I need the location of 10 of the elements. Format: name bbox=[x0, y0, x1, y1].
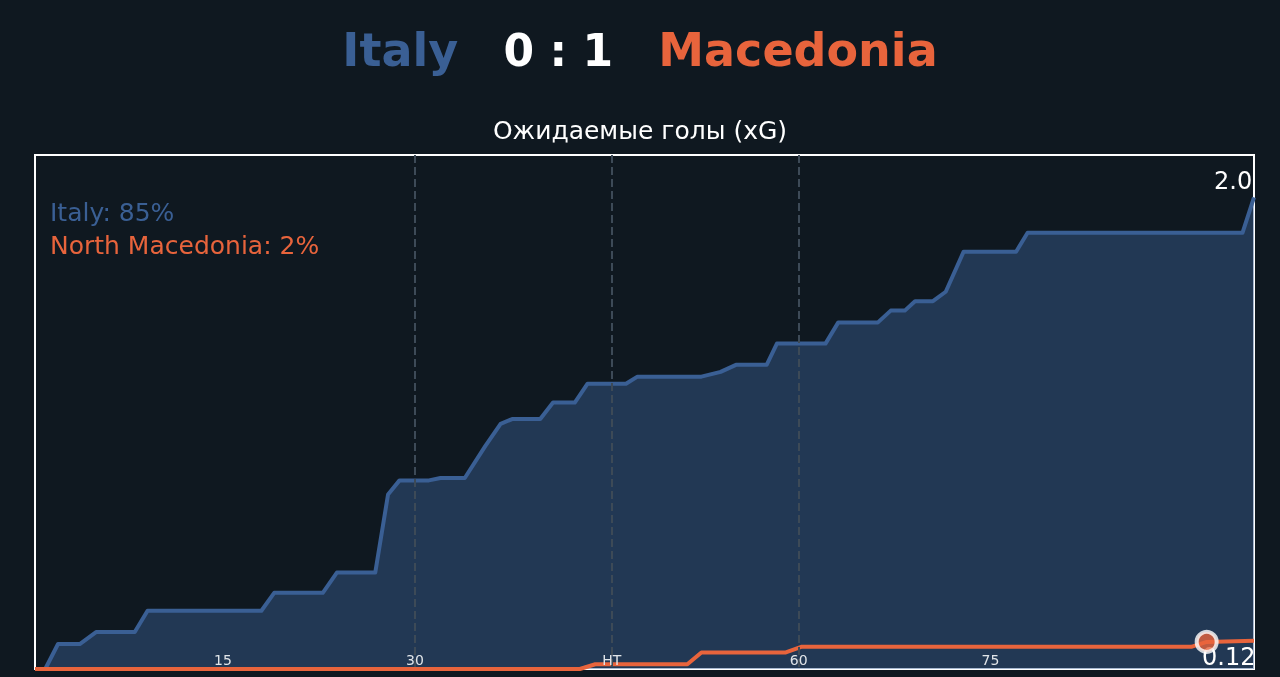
chart-subtitle: Ожидаемые голы (xG) bbox=[492, 116, 788, 145]
text: Italy: 85% bbox=[50, 198, 175, 227]
data-label: 0.12 bbox=[1202, 642, 1256, 671]
chart-title: Italy 0 : 1 Macedonia bbox=[342, 23, 938, 77]
x-tick-label: 75 bbox=[981, 652, 1000, 668]
x-tick-label: 60 bbox=[789, 652, 808, 668]
x-tick-label: 15 bbox=[214, 652, 232, 668]
text: North Macedonia: 2% bbox=[50, 231, 320, 260]
x-tick-label: 30 bbox=[405, 652, 424, 668]
data-label: 2.0 bbox=[1214, 167, 1253, 196]
